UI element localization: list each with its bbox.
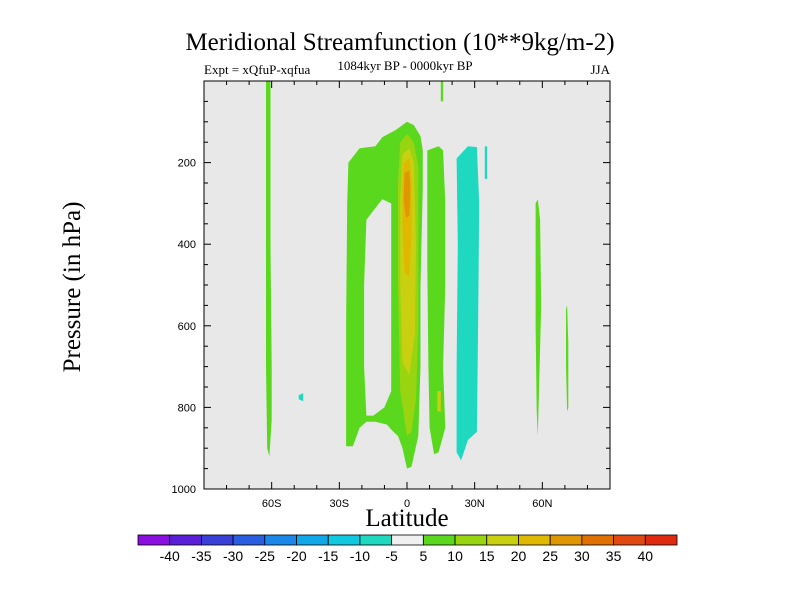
season-label: JJA bbox=[590, 62, 610, 77]
time-range-label: 1084kyr BP - 0000kyr BP bbox=[337, 58, 473, 73]
contour-nh-negative-cell bbox=[456, 146, 480, 461]
contour-central-core-25-30 bbox=[403, 170, 411, 218]
colorbar-box bbox=[581, 534, 614, 546]
colorbar-label: -10 bbox=[350, 548, 370, 564]
colorbar-label: 25 bbox=[542, 548, 558, 564]
colorbar-label: 35 bbox=[606, 548, 622, 564]
y-tick-label: 800 bbox=[178, 402, 196, 414]
colorbar-label: -5 bbox=[385, 548, 398, 564]
colorbar-box bbox=[486, 534, 519, 546]
colorbar-label: 30 bbox=[574, 548, 590, 564]
contour-sh-negative-spot bbox=[298, 393, 304, 402]
contour-top-green-stub bbox=[440, 81, 444, 102]
colorbar-label: -20 bbox=[286, 548, 306, 564]
contour-nh-positive-strip bbox=[427, 146, 446, 455]
x-tick-label: 60S bbox=[262, 498, 282, 510]
colorbar-box bbox=[296, 534, 329, 546]
colorbar-box bbox=[232, 534, 266, 546]
x-tick-label: 60N bbox=[532, 498, 552, 510]
contour-nh-60n-positive-band bbox=[535, 199, 542, 436]
experiment-label: Expt = xQfuP-xqfua bbox=[204, 62, 311, 77]
colorbar-box bbox=[391, 534, 424, 546]
colorbar-box bbox=[454, 534, 488, 546]
colorbar-box bbox=[264, 534, 297, 546]
colorbar: -40 -35 -30 -25 -20 -15 -10 -5 5 10 15 20 25 30 35 40 bbox=[137, 534, 678, 564]
colorbar-label: -15 bbox=[318, 548, 338, 564]
contour-nh-70n-positive-band bbox=[566, 305, 569, 412]
contour-central-inner-gap bbox=[364, 199, 392, 416]
colorbar-label: 40 bbox=[638, 548, 654, 564]
colorbar-box bbox=[169, 534, 202, 546]
contour-sh-60s-positive-band bbox=[266, 81, 272, 457]
x-axis-label: Latitude bbox=[365, 505, 449, 532]
x-tick-label: 0 bbox=[404, 498, 410, 510]
colorbar-label: -35 bbox=[191, 548, 211, 564]
colorbar-label: 20 bbox=[511, 548, 527, 564]
colorbar-label: 10 bbox=[447, 548, 463, 564]
y-tick-label: 1000 bbox=[172, 484, 196, 496]
colorbar-label: -25 bbox=[255, 548, 275, 564]
colorbar-box bbox=[644, 534, 678, 546]
colorbar-box bbox=[327, 534, 361, 546]
colorbar-box bbox=[518, 534, 551, 546]
contour-regions bbox=[266, 81, 569, 469]
x-tick-label: 30N bbox=[465, 498, 485, 510]
colorbar-box bbox=[201, 534, 234, 546]
colorbar-box bbox=[613, 534, 646, 546]
x-tick-label: 30S bbox=[330, 498, 350, 510]
contour-nh-strip-orange-spot bbox=[437, 391, 441, 412]
colorbar-box bbox=[422, 534, 456, 546]
y-tick-label: 600 bbox=[178, 321, 196, 333]
colorbar-box bbox=[549, 534, 583, 546]
y-tick-label: 200 bbox=[178, 158, 196, 170]
contour-nh-negative-small bbox=[484, 146, 488, 179]
colorbar-label: 15 bbox=[479, 548, 495, 564]
axis-ticks: 60S 30S 0 30N 60N 200 400 600 800 1000 bbox=[172, 81, 610, 510]
colorbar-box bbox=[137, 534, 171, 546]
colorbar-label: -30 bbox=[223, 548, 243, 564]
colorbar-label: 5 bbox=[420, 548, 428, 564]
colorbar-box bbox=[359, 534, 393, 546]
colorbar-label: -40 bbox=[160, 548, 180, 564]
y-tick-label: 400 bbox=[178, 239, 196, 251]
chart-title: Meridional Streamfunction (10**9kg/m-2) bbox=[185, 29, 615, 56]
